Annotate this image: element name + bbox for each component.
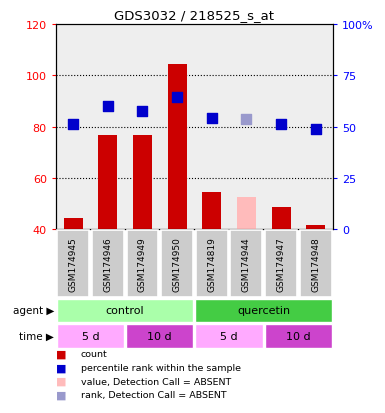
FancyBboxPatch shape (57, 230, 89, 297)
Point (105, 103, 111, 110)
Text: count: count (81, 349, 107, 358)
Text: GSM174944: GSM174944 (242, 237, 251, 291)
Bar (64, 218, 83, 230)
FancyBboxPatch shape (196, 324, 263, 348)
Bar (133, 136, 152, 230)
Text: 5 d: 5 d (220, 331, 238, 341)
Text: GSM174949: GSM174949 (138, 236, 147, 291)
FancyBboxPatch shape (196, 299, 332, 323)
FancyBboxPatch shape (231, 230, 262, 297)
Text: agent ▶: agent ▶ (13, 306, 54, 316)
Text: GSM174819: GSM174819 (207, 236, 216, 291)
Point (139, 109, 146, 115)
FancyBboxPatch shape (265, 324, 332, 348)
Bar (98, 136, 117, 230)
Bar (167, 64, 187, 230)
Text: 10 d: 10 d (147, 331, 172, 341)
Point (313, 126, 319, 133)
Text: GSM174945: GSM174945 (69, 236, 78, 291)
Text: value, Detection Call = ABSENT: value, Detection Call = ABSENT (81, 377, 231, 386)
FancyBboxPatch shape (127, 230, 158, 297)
Text: ■: ■ (56, 363, 66, 373)
Text: time ▶: time ▶ (19, 331, 54, 341)
Bar (306, 226, 325, 230)
Text: ■: ■ (56, 390, 66, 400)
Point (209, 115, 215, 121)
Point (278, 121, 284, 128)
FancyBboxPatch shape (92, 230, 124, 297)
Text: GSM174947: GSM174947 (276, 236, 286, 291)
Text: 10 d: 10 d (286, 331, 311, 341)
Bar (202, 192, 221, 230)
Bar (271, 208, 291, 230)
Point (174, 95, 180, 101)
Text: control: control (106, 306, 144, 316)
FancyBboxPatch shape (57, 299, 193, 323)
Text: GSM174946: GSM174946 (103, 236, 112, 291)
FancyBboxPatch shape (57, 324, 124, 348)
Text: GSM174950: GSM174950 (172, 236, 182, 291)
Text: percentile rank within the sample: percentile rank within the sample (81, 363, 241, 372)
FancyBboxPatch shape (300, 230, 331, 297)
Text: rank, Detection Call = ABSENT: rank, Detection Call = ABSENT (81, 390, 226, 399)
Text: GSM174948: GSM174948 (311, 236, 320, 291)
Bar (237, 197, 256, 230)
Text: quercetin: quercetin (237, 306, 290, 316)
FancyBboxPatch shape (265, 230, 297, 297)
Point (243, 116, 249, 123)
Title: GDS3032 / 218525_s_at: GDS3032 / 218525_s_at (114, 9, 275, 22)
FancyBboxPatch shape (126, 324, 193, 348)
FancyBboxPatch shape (161, 230, 193, 297)
Point (70, 121, 76, 128)
Text: ■: ■ (56, 349, 66, 359)
Text: ■: ■ (56, 376, 66, 386)
FancyBboxPatch shape (196, 230, 228, 297)
Text: 5 d: 5 d (82, 331, 99, 341)
